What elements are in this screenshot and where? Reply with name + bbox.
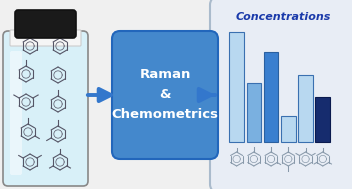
Bar bbox=[281, 116, 296, 142]
FancyBboxPatch shape bbox=[10, 51, 22, 175]
Bar bbox=[298, 75, 313, 142]
Bar bbox=[229, 32, 244, 142]
FancyBboxPatch shape bbox=[210, 0, 352, 189]
FancyBboxPatch shape bbox=[15, 10, 76, 38]
FancyBboxPatch shape bbox=[3, 31, 88, 186]
Text: Concentrations: Concentrations bbox=[235, 12, 331, 22]
Text: Raman
&
Chemometrics: Raman & Chemometrics bbox=[112, 68, 219, 122]
FancyBboxPatch shape bbox=[10, 30, 81, 46]
FancyBboxPatch shape bbox=[112, 31, 218, 159]
Bar bbox=[264, 52, 278, 142]
Bar bbox=[315, 97, 330, 142]
Bar bbox=[246, 83, 261, 142]
